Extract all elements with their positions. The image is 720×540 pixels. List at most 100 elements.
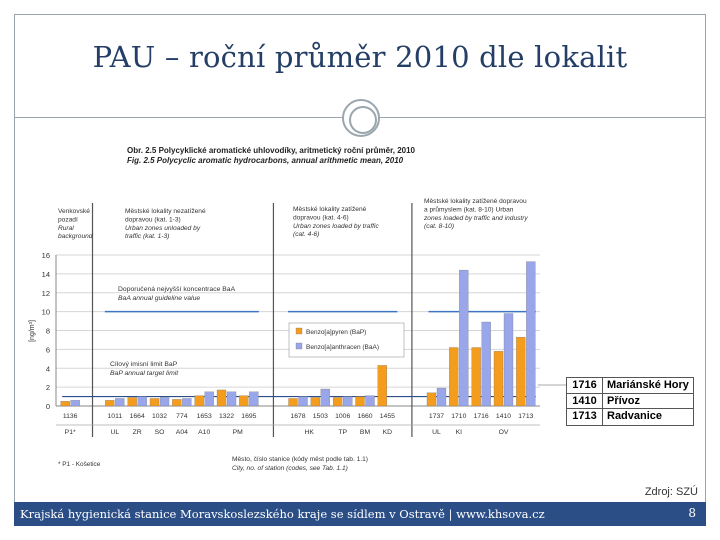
bar-bap [149,398,160,407]
bar-bap [471,347,481,407]
bar-baa [115,398,125,407]
city-code-label: PM [233,429,244,436]
station-name: Přívoz [607,394,641,407]
city-code-label: BM [360,429,371,436]
bar-baa [365,395,375,407]
station-legend-row: 1713 Radvanice [567,409,693,425]
city-code-label: OV [499,429,509,436]
group-header-text: Městské lokality zatížené dopravou [424,198,527,205]
group-header-text: Rural [58,225,74,232]
reference-label-bap: Cílový imisní limit BaP [110,361,178,368]
city-code-label: HK [304,429,314,436]
x-axis-label: Město, číslo stanice (kódy měst podle ta… [232,456,368,463]
city-code-label: P1* [65,429,76,436]
group-header-text: dopravou (kat. 4-6) [293,214,349,221]
bar-bap [377,365,387,407]
footer-bar: Krajská hygienická stanice Moravskoslezs… [14,502,706,526]
city-code-label: KD [383,429,393,436]
x-tick-label: 1136 [63,413,78,420]
series-legend-label: Benzo[a]anthracen (BaA) [306,344,379,351]
group-header-text: (cat. 4-6) [293,231,319,238]
y-tick-label: 14 [42,270,50,279]
bar-baa [204,391,214,407]
y-tick-label: 10 [42,308,50,317]
bar-baa [459,269,469,407]
x-tick-label: 1455 [380,413,395,420]
x-tick-label: 1011 [108,413,123,420]
y-tick-label: 6 [46,345,50,354]
chart-footnote: * P1 - Košetice [58,461,101,468]
city-code-label: SO [155,429,165,436]
slide-title: PAU – roční průměr 2010 dle lokalit [92,40,628,74]
x-tick-label: 1653 [197,413,212,420]
group-header-text: dopravou (kat. 1-3) [125,216,181,223]
y-axis-label: [ng/m³] [29,320,36,342]
x-tick-label: 1695 [241,413,256,420]
station-code: 1716 [567,378,603,393]
bar-baa [298,396,308,407]
station-legend-row: 1410 Přívoz [567,393,693,410]
station-legend-row: 1716 Mariánské Hory [567,378,693,394]
city-code-label: TP [338,429,347,436]
y-tick-label: 4 [46,364,50,373]
group-header-text: Městské lokality zatížené [293,206,367,213]
bar-bap [239,395,249,407]
series-legend-label: Benzo[a]pyren (BaP) [306,329,366,336]
x-tick-label: 1737 [429,413,444,420]
x-tick-label: 774 [176,413,188,420]
bar-bap [333,397,343,407]
y-tick-label: 12 [42,289,50,298]
reference-label-baa-en: BaA annual guideline value [118,295,200,302]
group-header-text: pozadí [58,216,78,223]
bar-bap [216,389,227,407]
city-code-label: UL [432,429,441,436]
bar-bap [355,396,365,407]
bar-baa [70,400,80,407]
group-header-text: (cat. 8-10) [424,223,454,230]
bar-baa [159,397,170,407]
x-tick-label: 1322 [219,413,234,420]
city-code-label: A10 [198,429,210,436]
bar-bap [449,347,459,407]
x-tick-label: 1713 [518,413,533,420]
reference-label-bap-en: BaP annual target limit [110,370,179,377]
bar-bap [516,336,526,407]
station-name: Mariánské Hory [607,379,689,391]
bar-baa [436,387,447,407]
bar-baa [249,391,259,407]
group-header-text: zones loaded by traffic and industry [423,215,528,222]
series-legend-box [288,322,405,358]
reference-label-baa: Doporučená nejvyšší koncentrace BaA [118,286,236,293]
station-legend-table: 1716 Mariánské Hory 1410 Přívoz 1713 Rad… [566,377,694,426]
x-tick-label: 1503 [313,413,328,420]
station-code: 1713 [567,409,603,425]
bar-bap [127,397,137,407]
footer-text: Krajská hygienická stanice Moravskoslezs… [20,507,545,521]
bar-bap [310,397,320,407]
bar-baa [343,396,353,407]
bar-baa [481,321,491,407]
bar-bap [60,401,70,407]
bar-bap [426,392,437,407]
page-number: 8 [688,506,696,520]
station-name: Radvanice [607,410,663,423]
source-note: Zdroj: SZÚ [644,486,698,498]
y-tick-label: 2 [46,383,50,392]
series-legend-swatch [295,342,303,350]
x-axis-label-en: City, no. of station (codes, see Tab. 1.… [232,465,348,472]
x-tick-label: 1006 [335,413,350,420]
bar-bap [493,351,504,407]
series-legend-swatch [295,327,303,335]
group-header-text: Urban zones loaded by traffic [293,223,379,230]
y-tick-label: 16 [42,251,50,260]
y-tick-label: 0 [46,402,50,411]
chart-title: Obr. 2.5 Polycyklické aromatické uhlovod… [127,146,416,155]
bar-bap [194,395,204,407]
group-header-text: Urban zones unloaded by [125,225,201,232]
group-header-text: Venkovské [58,208,90,215]
bar-bap [172,399,182,407]
bar-baa [182,398,192,407]
station-code: 1410 [567,393,603,409]
bar-baa [526,261,536,407]
bar-bap [288,398,298,407]
